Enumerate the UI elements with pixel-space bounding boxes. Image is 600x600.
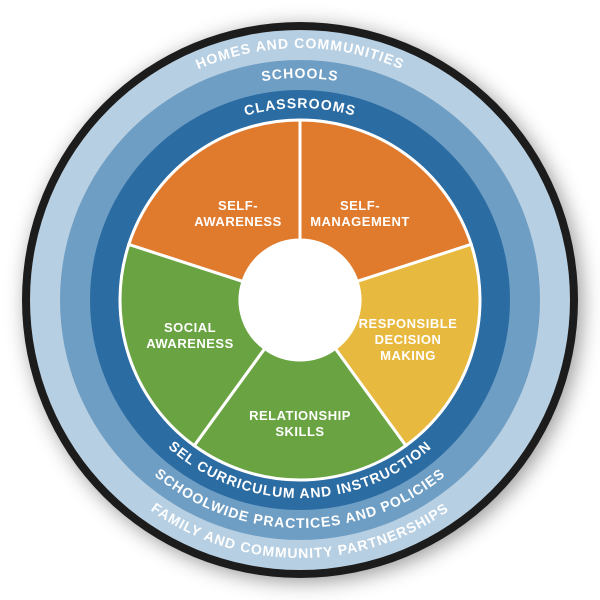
center-hole xyxy=(240,240,360,360)
sel-wheel-diagram: HOMES AND COMMUNITIESFAMILY AND COMMUNIT… xyxy=(0,0,600,600)
